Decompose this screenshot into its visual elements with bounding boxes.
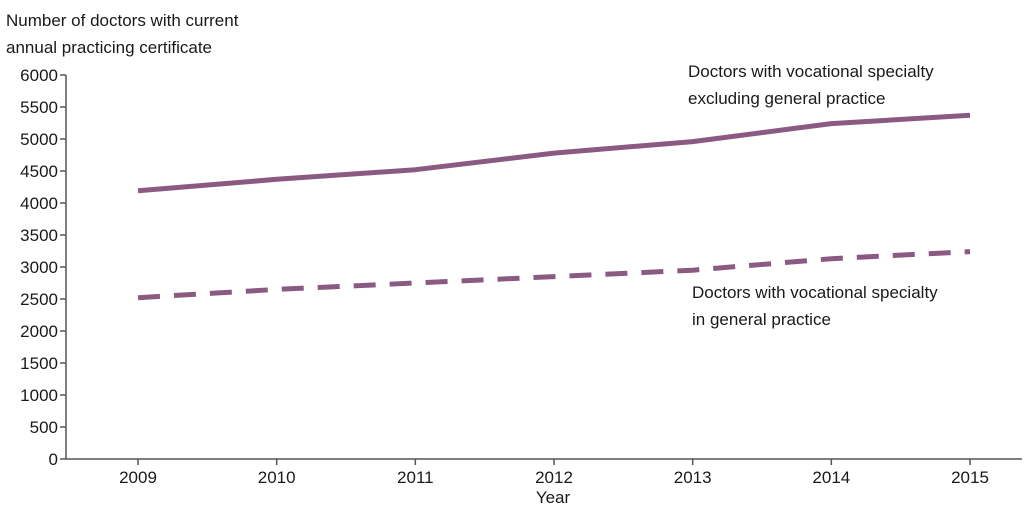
series-line-general-practice [137, 249, 971, 301]
series-label-gp-line-2: in general practice [692, 310, 831, 329]
y-tick-label: 500 [30, 418, 58, 437]
y-tick-label: 6000 [20, 66, 58, 85]
y-tick-label: 0 [49, 450, 58, 469]
y-tick-label: 3000 [20, 258, 58, 277]
series-label-excluding-gp-line-1: Doctors with vocational specialty [688, 62, 934, 81]
x-tick-label: 2009 [119, 468, 157, 487]
y-tick-label: 4000 [20, 194, 58, 213]
x-tick-label: 2012 [535, 468, 573, 487]
x-tick-label: 2015 [951, 468, 989, 487]
series-label-gp-line-1: Doctors with vocational specialty [692, 283, 938, 302]
x-tick-label: 2014 [812, 468, 850, 487]
y-axis-title-line-2: annual practicing certificate [6, 38, 212, 57]
y-tick-label: 4500 [20, 162, 58, 181]
y-tick-label: 1000 [20, 386, 58, 405]
series-line-excluding-gp [137, 112, 971, 194]
x-axis-title: Year [536, 488, 571, 507]
series-lines [137, 112, 971, 301]
y-tick-label: 1500 [20, 354, 58, 373]
y-tick-label: 5500 [20, 98, 58, 117]
y-axis-title-line-1: Number of doctors with current [6, 11, 239, 30]
x-tick-label: 2013 [674, 468, 712, 487]
y-tick-label: 2500 [20, 290, 58, 309]
series-label-excluding-gp-line-2: excluding general practice [688, 89, 886, 108]
y-tick-label: 3500 [20, 226, 58, 245]
x-tick-label: 2010 [258, 468, 296, 487]
x-ticks: 2009 2010 2011 2012 2013 2014 2015 [119, 459, 989, 487]
y-ticks: 0 500 1000 1500 2000 2500 3000 3500 4000 4500 5000… [20, 66, 66, 469]
y-tick-label: 2000 [20, 322, 58, 341]
x-tick-label: 2011 [397, 468, 434, 487]
y-tick-label: 5000 [20, 130, 58, 149]
